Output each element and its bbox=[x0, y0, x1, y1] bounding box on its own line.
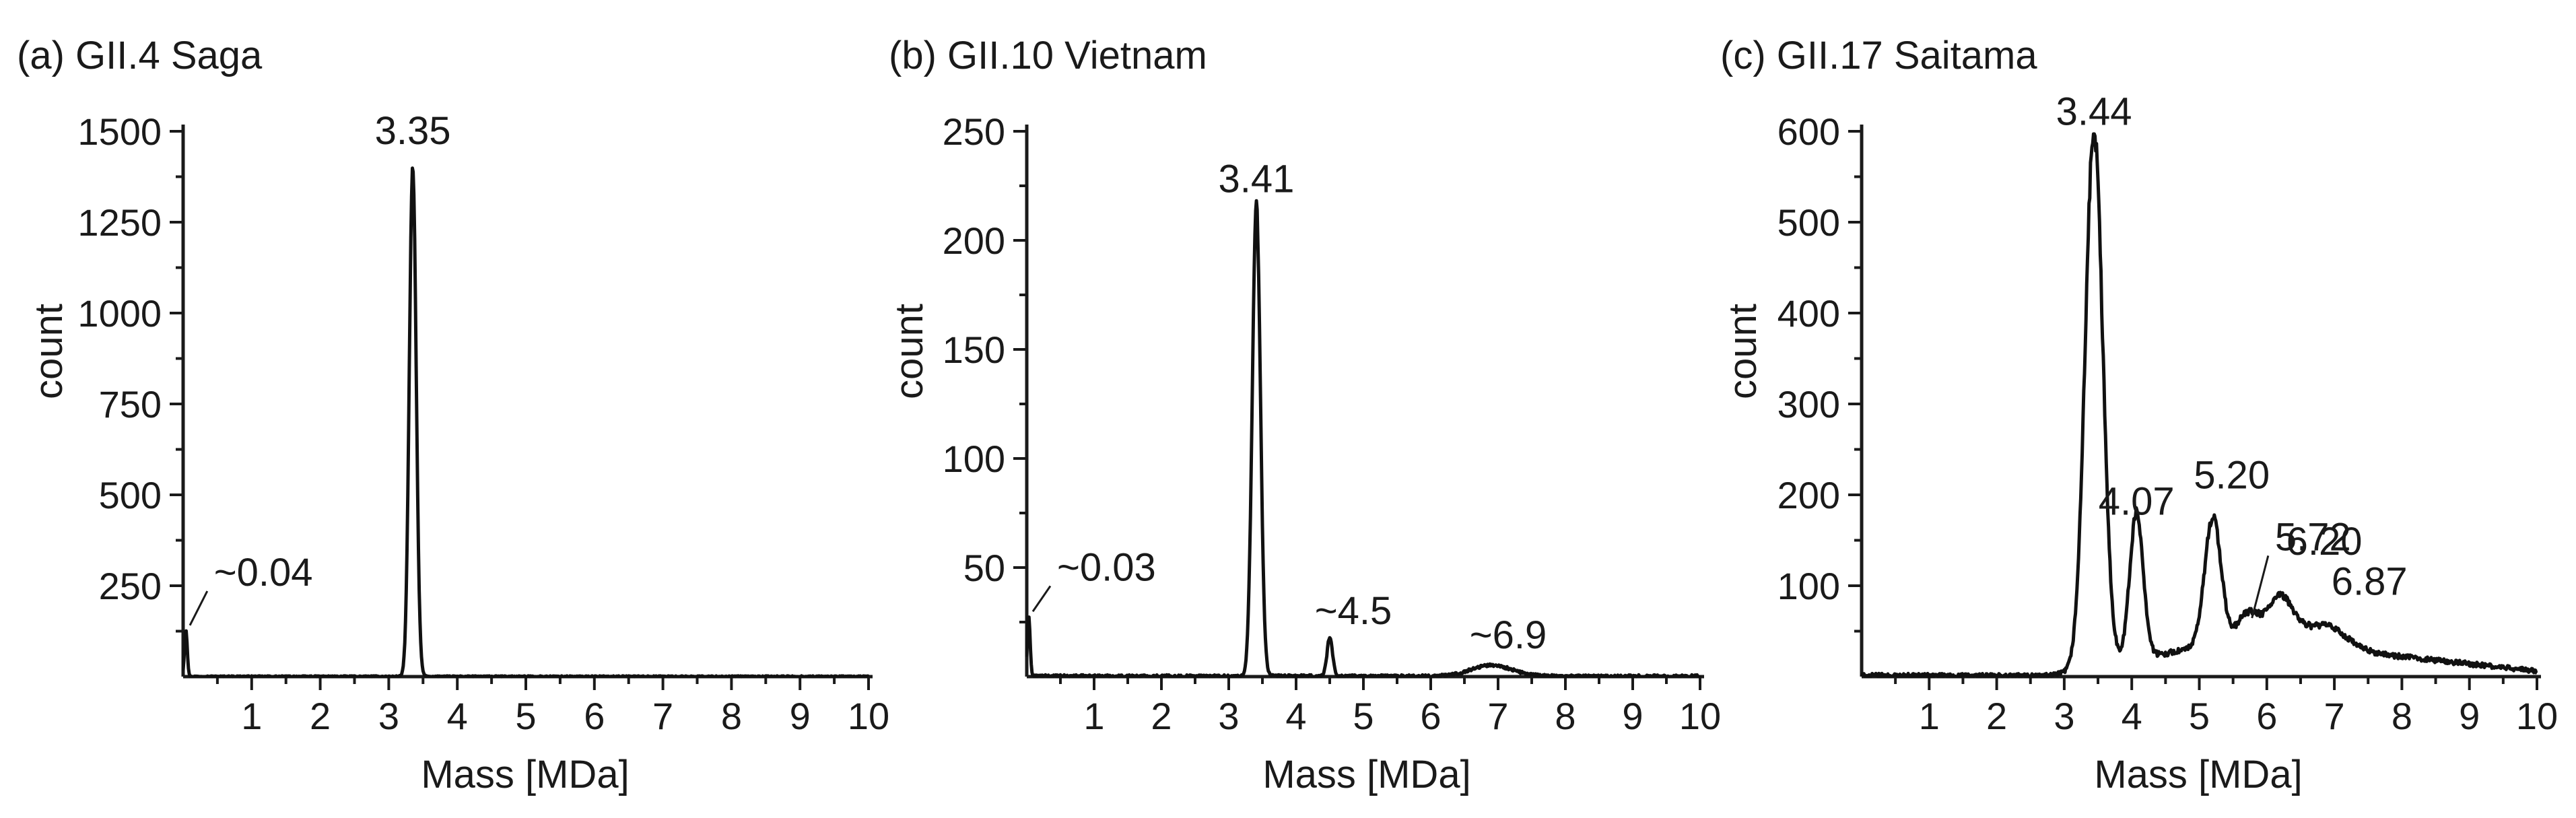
panel-c: (c) GII.17 Saitama count Mass [MDa] 1 2 3 4… bbox=[1720, 34, 2558, 796]
y-tick-label: 1250 bbox=[77, 201, 162, 244]
y-tick-label: 600 bbox=[1777, 110, 1840, 153]
y-tick-label: 100 bbox=[1777, 565, 1840, 607]
panel-title: (a) GII.4 Saga bbox=[17, 34, 263, 77]
y-tick-label: 750 bbox=[99, 383, 162, 425]
x-tick-label: 8 bbox=[2392, 695, 2412, 737]
x-tick-label: 5 bbox=[1353, 695, 1374, 737]
y-axis-label: count bbox=[1721, 304, 1765, 399]
x-tick-label: 4 bbox=[2122, 695, 2142, 737]
peak-annotation: 5.20 bbox=[2194, 454, 2270, 498]
peak-annotation: 6.20 bbox=[2286, 520, 2363, 564]
y-tick-label: 1000 bbox=[77, 292, 162, 335]
peak-annotation: 6.87 bbox=[2332, 560, 2408, 604]
y-tick-label: 250 bbox=[943, 110, 1005, 153]
peak-annotation: ~0.04 bbox=[214, 551, 313, 594]
y-tick-label: 200 bbox=[943, 219, 1005, 262]
x-tick-label: 8 bbox=[1555, 695, 1575, 737]
x-tick-label: 4 bbox=[1285, 695, 1306, 737]
x-tick-label: 2 bbox=[1986, 695, 2007, 737]
x-tick-label: 10 bbox=[848, 695, 889, 737]
y-axis-label: count bbox=[887, 304, 931, 399]
x-tick-label: 9 bbox=[1622, 695, 1643, 737]
peak-annotation: ~6.9 bbox=[1470, 613, 1547, 657]
x-tick-label: 9 bbox=[790, 695, 811, 737]
y-tick-label: 250 bbox=[99, 565, 162, 607]
panel-title: (b) GII.10 Vietnam bbox=[889, 34, 1207, 77]
peak-annotation: ~0.03 bbox=[1057, 545, 1156, 589]
x-axis-label: Mass [MDa] bbox=[421, 753, 629, 796]
annotation-leader bbox=[2251, 555, 2270, 619]
y-tick-label: 50 bbox=[963, 547, 1005, 589]
y-tick-label: 500 bbox=[1777, 201, 1840, 244]
data-series-line bbox=[181, 166, 870, 679]
x-tick-label: 1 bbox=[241, 695, 262, 737]
plot-area: 1 2 3 4 5 6 7 8 9 10 250 500 750 1000 1250 1500 ~0.04 3.3… bbox=[77, 109, 889, 737]
x-tick-label: 7 bbox=[1487, 695, 1508, 737]
x-axis-label: Mass [MDa] bbox=[2094, 753, 2302, 796]
x-tick-label: 9 bbox=[2459, 695, 2480, 737]
x-axis-label: Mass [MDa] bbox=[1262, 753, 1470, 796]
x-tick-label: 5 bbox=[515, 695, 536, 737]
x-tick-label: 1 bbox=[1083, 695, 1104, 737]
x-tick-label: 3 bbox=[2054, 695, 2074, 737]
peak-annotation: 4.07 bbox=[2099, 480, 2175, 524]
x-tick-label: 2 bbox=[1151, 695, 1172, 737]
y-tick-label: 300 bbox=[1777, 383, 1840, 425]
data-series-line bbox=[1025, 199, 1702, 679]
data-series-line bbox=[1860, 132, 2538, 679]
x-tick-label: 3 bbox=[1218, 695, 1239, 737]
x-tick-label: 10 bbox=[2516, 695, 2558, 737]
y-axis-label: count bbox=[27, 304, 71, 399]
peak-annotation: 3.44 bbox=[2056, 90, 2132, 134]
peak-annotation: 5.72 bbox=[2275, 515, 2351, 559]
x-tick-label: 6 bbox=[584, 695, 605, 737]
x-tick-label: 7 bbox=[2324, 695, 2345, 737]
y-tick-label: 400 bbox=[1777, 292, 1840, 335]
y-tick-label: 500 bbox=[99, 474, 162, 516]
peak-annotation: ~4.5 bbox=[1315, 589, 1392, 633]
x-tick-label: 6 bbox=[2256, 695, 2277, 737]
y-tick-label: 150 bbox=[943, 329, 1005, 371]
x-tick-label: 4 bbox=[447, 695, 468, 737]
annotation-leader bbox=[189, 590, 209, 626]
x-tick-label: 1 bbox=[1919, 695, 1940, 737]
panel-b: (b) GII.10 Vietnam count Mass [MDa] 1 2 3 4… bbox=[887, 34, 1721, 796]
x-tick-label: 2 bbox=[310, 695, 331, 737]
plot-area: 1 2 3 4 5 6 7 8 9 10 50 100 150 200 250 ~0.03 3.41 ~4.5 ~6… bbox=[943, 110, 1722, 737]
x-tick-label: 3 bbox=[378, 695, 399, 737]
x-tick-label: 8 bbox=[721, 695, 742, 737]
peak-annotation: 3.35 bbox=[375, 109, 451, 153]
x-tick-label: 6 bbox=[1420, 695, 1441, 737]
x-tick-label: 7 bbox=[652, 695, 673, 737]
y-tick-label: 100 bbox=[943, 438, 1005, 480]
plot-area: 1 2 3 4 5 6 7 8 9 10 100 200 300 400 500 600 3.44 4.07 5.2… bbox=[1777, 90, 2558, 737]
peak-annotation: 3.41 bbox=[1219, 158, 1295, 201]
x-tick-label: 10 bbox=[1679, 695, 1721, 737]
y-tick-label: 1500 bbox=[77, 110, 162, 153]
panel-a: (a) GII.4 Saga count Mass [MDa] 1 2 3 4 5 6 7 8… bbox=[17, 34, 889, 796]
x-tick-label: 5 bbox=[2189, 695, 2210, 737]
panel-title: (c) GII.17 Saitama bbox=[1720, 34, 2037, 77]
annotation-leader bbox=[1031, 585, 1052, 613]
y-tick-label: 200 bbox=[1777, 474, 1840, 516]
